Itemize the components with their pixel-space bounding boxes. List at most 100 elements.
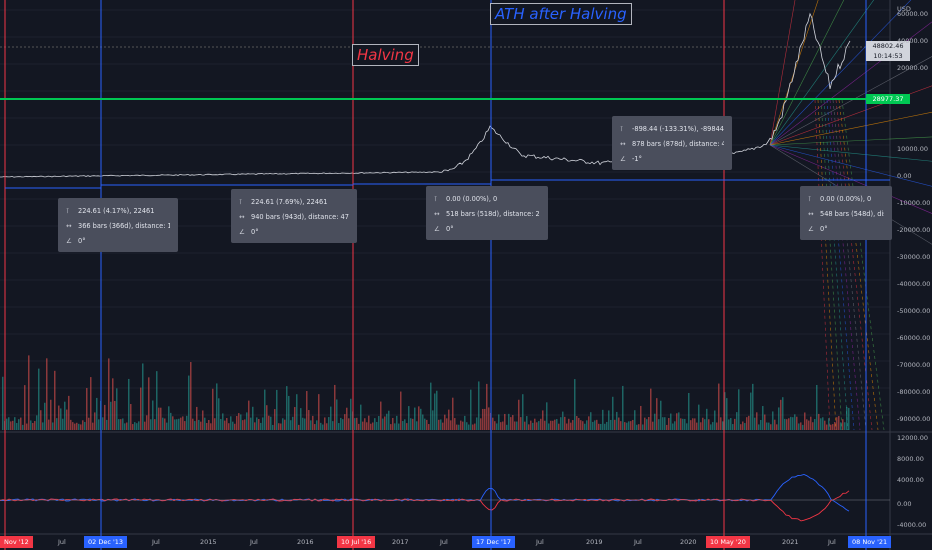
volume-bar [130, 404, 132, 430]
x-tick-label: 2017 [392, 538, 409, 546]
tooltip-price: 0.00 (0.00%), 0 [446, 195, 498, 203]
volume-bar [660, 400, 662, 430]
volume-bar [814, 419, 816, 430]
measure-tooltip-2[interactable]: ⊺ 224.61 (7.69%), 22461 ↔ 940 bars (943d),… [231, 189, 357, 243]
volume-bar [494, 421, 496, 430]
volume-bar [564, 416, 566, 430]
x-highlight-label: 17 Dec '17 [472, 536, 516, 548]
y-tick-label: 40000.00 [897, 37, 929, 45]
volume-bar [412, 418, 414, 430]
volume-bar [158, 407, 160, 430]
bars-range-icon: ↔ [808, 210, 814, 218]
volume-bar [332, 421, 334, 430]
osc-tick-label: 4000.00 [897, 476, 924, 484]
volume-bar [300, 408, 302, 430]
volume-bar [232, 421, 234, 430]
volume-bar [458, 424, 460, 430]
volume-bar [804, 412, 806, 430]
volume-bar [260, 422, 262, 430]
volume-bar [766, 422, 768, 430]
volume-bar [194, 421, 196, 430]
volume-bar [374, 418, 376, 430]
volume-bar [278, 423, 280, 430]
volume-bar [196, 406, 198, 430]
volume-bar [120, 419, 122, 430]
measure-tooltip-4[interactable]: ⊺ -898.44 (-133.31%), -89844 ↔ 878 bars (8… [612, 116, 732, 170]
volume-bar [676, 413, 678, 430]
volume-bar [104, 404, 106, 430]
volume-bar [262, 417, 264, 430]
volume-bar [76, 422, 78, 430]
volume-bar [264, 389, 266, 430]
volume-bar [340, 417, 342, 430]
volume-bar [598, 423, 600, 430]
volume-bar [704, 419, 706, 430]
volume-bar [782, 397, 784, 430]
volume-bar [446, 418, 448, 430]
volume-bar [702, 417, 704, 430]
volume-bar [800, 422, 802, 430]
volume-bar [522, 394, 524, 430]
volume-bar [288, 395, 290, 430]
volume-bar [742, 421, 744, 430]
fan-dashed-line [832, 99, 867, 431]
volume-bar [160, 407, 162, 430]
y-tick-label: -70000.00 [897, 361, 931, 369]
volume-bar [290, 420, 292, 430]
fan-dashed-line [817, 99, 837, 431]
volume-bar [266, 405, 268, 430]
volume-bar [570, 422, 572, 430]
fan-dashed-line [814, 99, 831, 431]
volume-bar [544, 420, 546, 430]
volume-bar [296, 394, 298, 430]
volume-bar [380, 401, 382, 430]
volume-bar [512, 415, 514, 430]
volume-bar [252, 406, 254, 430]
volume-bar [190, 362, 192, 430]
volume-bar [622, 385, 624, 430]
tooltip-price: 224.61 (4.17%), 22461 [78, 207, 155, 215]
volume-bar [176, 419, 178, 430]
volume-bar [602, 409, 604, 430]
volume-bar [550, 420, 552, 430]
volume-bar [382, 418, 384, 430]
volume-bar [526, 416, 528, 430]
measure-tooltip-1[interactable]: ⊺ 224.61 (4.17%), 22461 ↔ 366 bars (366d),… [58, 198, 178, 252]
volume-bar [60, 408, 62, 430]
halving-annotation[interactable]: Halving [352, 44, 419, 66]
volume-bar [274, 409, 276, 430]
volume-bar [842, 419, 844, 430]
volume-bar [408, 406, 410, 430]
measure-tooltip-5[interactable]: ⊺ 0.00 (0.00%), 0 ↔ 548 bars (548d), dista… [800, 186, 892, 240]
volume-bar [516, 421, 518, 430]
volume-bar [620, 421, 622, 430]
volume-bar [128, 378, 130, 430]
volume-bar [258, 418, 260, 430]
volume-bar [200, 421, 202, 430]
volume-bar [796, 416, 798, 430]
fan-line [769, 111, 932, 146]
volume-bar [236, 415, 238, 430]
volume-bar [774, 419, 776, 430]
price-range-icon: ⊺ [434, 195, 438, 203]
volume-bar [210, 423, 212, 430]
volume-bar [370, 423, 372, 430]
measure-tooltip-3[interactable]: ⊺ 0.00 (0.00%), 0 ↔ 518 bars (518d), dista… [426, 186, 548, 240]
volume-bar [818, 413, 820, 430]
volume-bar [572, 420, 574, 430]
y-tick-label: 0.00 [897, 172, 912, 180]
volume-bar [336, 399, 338, 430]
fan-dashed-line [823, 99, 849, 431]
volume-bar [624, 422, 626, 430]
osc-tick-label: 0.00 [897, 500, 912, 508]
fan-line [769, 0, 875, 146]
volume-bar [744, 423, 746, 430]
volume-bar [50, 399, 52, 430]
volume-bar [778, 407, 780, 430]
ath-annotation[interactable]: ATH after Halving [490, 3, 632, 25]
volume-bar [780, 399, 782, 430]
volume-bar [186, 415, 188, 430]
volume-bar [678, 412, 680, 430]
volume-bar [530, 420, 532, 430]
